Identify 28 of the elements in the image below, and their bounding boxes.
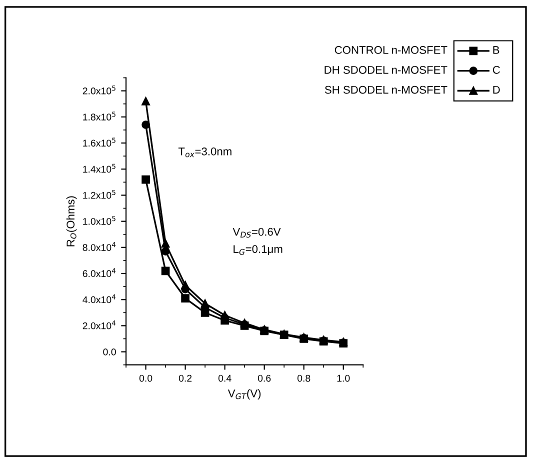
legend-label: CONTROL n-MOSFET bbox=[334, 46, 448, 54]
y-tick-label: 1.2x10$^{5}$ bbox=[83, 190, 116, 199]
y-tick-label: 1.4x10$^{5}$ bbox=[83, 164, 116, 173]
annotation: V$_{DS}$=0.6V bbox=[232, 228, 281, 238]
y-tick-label: 6.0x10$^{4}$ bbox=[82, 268, 116, 278]
text: B bbox=[493, 46, 500, 54]
x-tick-label: 0.6 bbox=[258, 374, 271, 382]
y-tick-label: 1.6x10$^{5}$ bbox=[83, 138, 116, 147]
y-tick-label: 2.0x10$^{4}$ bbox=[82, 320, 116, 330]
y-tick-label: 8.0x10$^{4}$ bbox=[82, 242, 116, 251]
annotation: T$_{ox}$=3.0nm bbox=[178, 148, 232, 158]
y-tick-label: 1.8x10$^{5}$ bbox=[83, 112, 116, 120]
legend-label: SH SDODEL n-MOSFET bbox=[324, 86, 448, 94]
x-tick-label: 1.0 bbox=[337, 374, 350, 382]
text: D bbox=[493, 86, 500, 94]
y-tick-label: 1.0x10$^{5}$ bbox=[83, 216, 116, 225]
legend-label: DH SDODEL n-MOSFET bbox=[324, 66, 448, 74]
text: C bbox=[492, 66, 500, 74]
y-tick-label: 2.0x10$^{5}$ bbox=[82, 86, 116, 94]
x-tick-label: 0.0 bbox=[139, 374, 152, 382]
x-tick-label: 0.8 bbox=[297, 374, 310, 382]
x-tick-label: 0.2 bbox=[178, 374, 192, 382]
y-tick-label: 0.0 bbox=[103, 348, 116, 356]
x-tick-label: 0.4 bbox=[218, 374, 232, 382]
y-axis-title: R$_{O}$(Ohms) bbox=[66, 196, 77, 246]
annotation: L$_{G}$=0.1μm bbox=[234, 245, 282, 256]
y-tick-label: 4.0x10$^{4}$ bbox=[82, 294, 116, 304]
x-axis-title: V$_{GT}$(V) bbox=[228, 389, 261, 400]
